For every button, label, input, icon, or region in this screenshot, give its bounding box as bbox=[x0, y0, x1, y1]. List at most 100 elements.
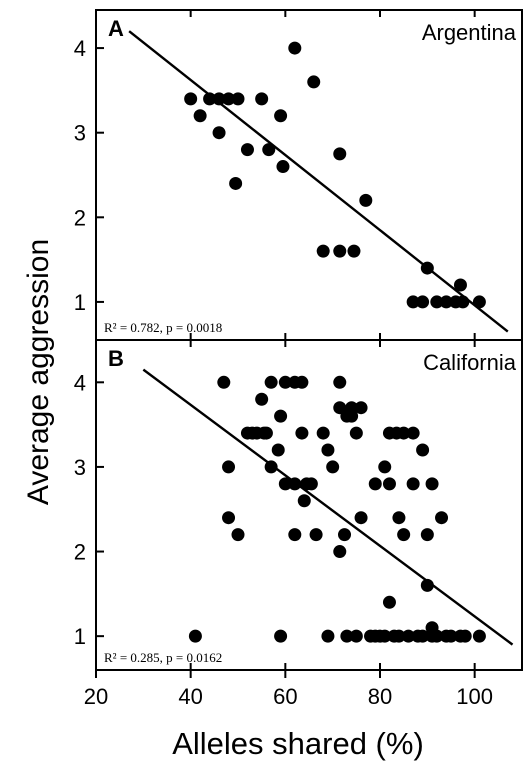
y-tick-label: 1 bbox=[74, 624, 86, 649]
y-axis-label: Average aggression bbox=[22, 239, 55, 505]
data-point bbox=[304, 477, 318, 491]
data-point bbox=[406, 295, 420, 309]
data-point bbox=[212, 92, 226, 106]
data-point bbox=[453, 278, 467, 292]
data-point bbox=[347, 244, 361, 258]
data-point bbox=[295, 426, 309, 440]
data-point bbox=[406, 477, 420, 491]
data-point bbox=[416, 629, 430, 643]
data-point bbox=[458, 629, 472, 643]
data-point bbox=[255, 92, 269, 106]
data-point bbox=[472, 295, 486, 309]
data-point bbox=[288, 528, 302, 542]
data-point bbox=[184, 92, 198, 106]
data-point bbox=[340, 629, 354, 643]
data-point bbox=[392, 511, 406, 525]
data-point bbox=[430, 295, 444, 309]
data-point bbox=[416, 443, 430, 457]
y-tick-label: 3 bbox=[74, 121, 86, 146]
data-point bbox=[338, 528, 351, 542]
data-point bbox=[456, 295, 470, 309]
x-tick-label: 40 bbox=[178, 684, 202, 709]
data-point bbox=[397, 528, 411, 542]
data-point bbox=[368, 477, 382, 491]
data-point bbox=[316, 426, 330, 440]
data-point bbox=[420, 578, 434, 592]
data-point bbox=[401, 629, 415, 643]
panel-letter: B bbox=[108, 346, 124, 371]
regression-line bbox=[128, 30, 509, 333]
data-point bbox=[278, 375, 292, 389]
x-tick-label: 60 bbox=[273, 684, 297, 709]
data-point bbox=[297, 494, 311, 508]
data-point bbox=[274, 109, 288, 123]
data-point bbox=[259, 426, 273, 440]
data-point bbox=[333, 545, 347, 559]
panel-letter: A bbox=[108, 16, 124, 41]
data-point bbox=[203, 92, 217, 106]
y-tick-label: 1 bbox=[74, 290, 86, 315]
data-point bbox=[425, 477, 439, 491]
data-point bbox=[420, 261, 434, 275]
stats-text: R² = 0.285, p = 0.0162 bbox=[104, 650, 222, 665]
data-point bbox=[188, 629, 202, 643]
data-point bbox=[392, 629, 406, 643]
data-point bbox=[326, 460, 340, 474]
data-point bbox=[382, 595, 396, 609]
panel-frame bbox=[95, 339, 523, 671]
regression-line bbox=[142, 368, 514, 646]
data-point bbox=[397, 426, 411, 440]
y-tick-label: 2 bbox=[74, 540, 86, 565]
data-point bbox=[262, 143, 276, 157]
data-point bbox=[321, 443, 335, 457]
data-point bbox=[333, 147, 347, 161]
data-point bbox=[382, 477, 396, 491]
data-point bbox=[416, 295, 430, 309]
data-point bbox=[217, 375, 231, 389]
data-point bbox=[316, 244, 330, 258]
data-point bbox=[472, 629, 486, 643]
panel-title: Argentina bbox=[422, 20, 517, 45]
data-point bbox=[345, 409, 359, 423]
data-point bbox=[274, 409, 288, 423]
data-point bbox=[354, 511, 368, 525]
data-point bbox=[222, 92, 236, 106]
stats-text: R² = 0.782, p = 0.0018 bbox=[104, 320, 222, 335]
data-point bbox=[349, 426, 363, 440]
data-point bbox=[222, 460, 236, 474]
data-point bbox=[288, 41, 302, 55]
data-point bbox=[309, 528, 323, 542]
data-point bbox=[321, 629, 335, 643]
data-point bbox=[288, 477, 302, 491]
data-point bbox=[378, 460, 392, 474]
data-point bbox=[240, 143, 254, 157]
panel-b: 1 2 3 4B California R² = 0.285, p = 0.0162 bbox=[74, 339, 523, 671]
data-point bbox=[295, 375, 309, 389]
x-tick-label: 100 bbox=[456, 684, 493, 709]
data-point bbox=[271, 443, 285, 457]
data-point bbox=[435, 511, 449, 525]
data-point bbox=[274, 629, 288, 643]
data-point bbox=[430, 629, 444, 643]
data-point bbox=[333, 375, 347, 389]
data-point bbox=[359, 193, 373, 207]
y-tick-label: 4 bbox=[74, 36, 86, 61]
data-point bbox=[212, 126, 226, 140]
data-point bbox=[222, 511, 236, 525]
data-point bbox=[229, 176, 243, 190]
data-point bbox=[255, 392, 269, 406]
x-tick-label: 80 bbox=[368, 684, 392, 709]
x-axis: 20 40 60 80 100 bbox=[84, 670, 493, 709]
data-point bbox=[406, 426, 420, 440]
data-point bbox=[307, 75, 321, 89]
panel-title: California bbox=[423, 350, 517, 375]
y-tick-label: 2 bbox=[74, 205, 86, 230]
data-point bbox=[231, 528, 245, 542]
data-point bbox=[193, 109, 207, 123]
data-point bbox=[349, 629, 363, 643]
data-point bbox=[231, 92, 245, 106]
data-point bbox=[278, 477, 292, 491]
data-point bbox=[444, 629, 458, 643]
